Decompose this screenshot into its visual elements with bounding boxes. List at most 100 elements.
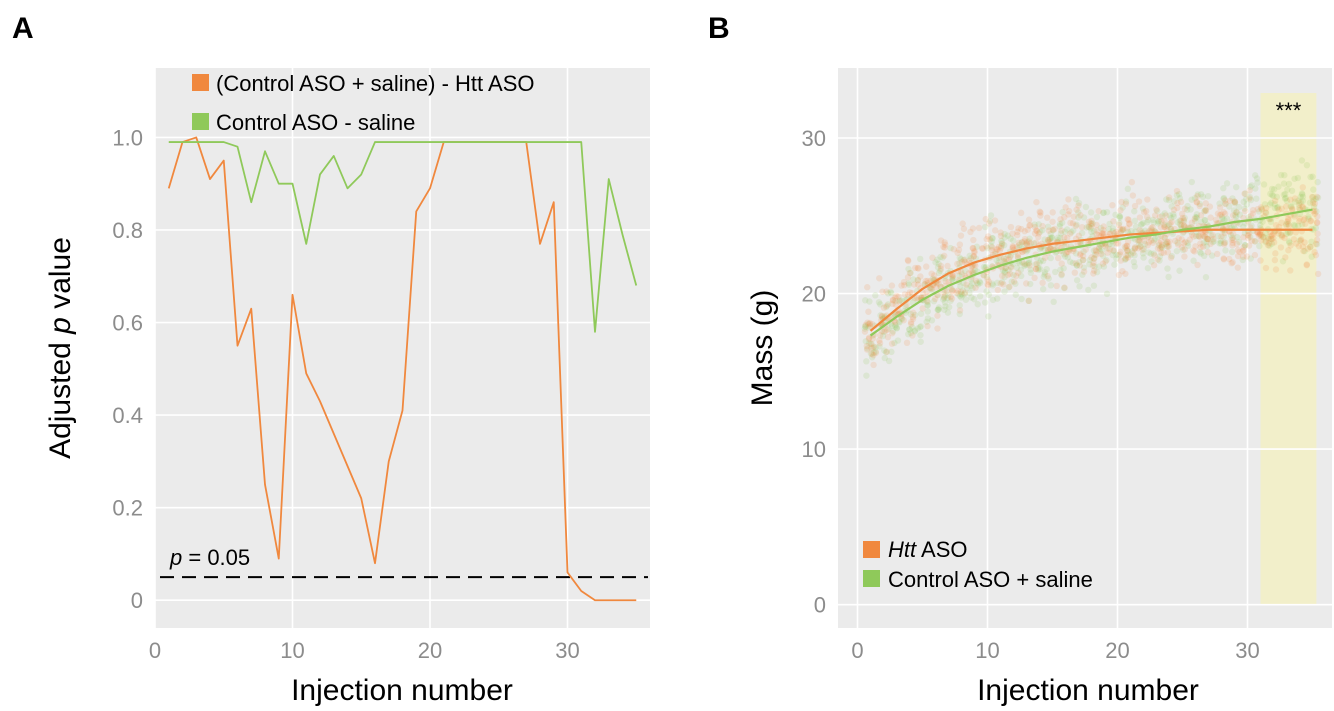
scatter-point-htt: [1240, 247, 1247, 254]
scatter-point-control: [1111, 261, 1118, 268]
scatter-point-control: [1298, 157, 1306, 164]
scatter-point-control: [1023, 261, 1031, 268]
scatter-point-control: [1260, 181, 1268, 188]
scatter-point-control: [960, 279, 967, 287]
scatter-point-htt: [919, 305, 926, 312]
scatter-point-htt: [1287, 242, 1294, 249]
scatter-point-control: [1275, 183, 1282, 190]
scatter-point-htt: [1157, 238, 1165, 245]
scatter-point-htt: [975, 224, 983, 232]
scatter-point-htt: [1164, 249, 1172, 256]
scatter-point-htt: [1177, 217, 1185, 225]
scatter-point-htt: [1044, 272, 1051, 280]
scatter-point-htt: [1079, 252, 1087, 260]
scatter-point-htt: [876, 332, 884, 339]
scatter-point-control: [1230, 207, 1238, 214]
scatter-point-control: [1026, 235, 1033, 242]
scatter-point-control: [908, 324, 916, 331]
legend-htt-italic: Htt: [888, 537, 917, 562]
scatter-point-htt: [1002, 255, 1010, 263]
scatter-point-control: [1090, 255, 1098, 262]
scatter-point-htt: [1214, 250, 1221, 258]
scatter-point-control: [1135, 241, 1143, 248]
scatter-point-htt: [1156, 245, 1164, 252]
scatter-point-htt: [924, 322, 931, 330]
scatter-point-htt: [1140, 237, 1148, 245]
scatter-point-htt: [1230, 236, 1237, 244]
scatter-point-htt: [1106, 230, 1114, 237]
scatter-point-control: [1310, 197, 1317, 204]
scatter-point-control: [935, 306, 942, 313]
scatter-point-htt: [1188, 219, 1196, 226]
scatter-point-htt: [1117, 257, 1125, 264]
scatter-point-htt: [1128, 178, 1136, 186]
scatter-point-control: [1072, 250, 1080, 257]
scatter-point-htt: [1312, 240, 1320, 248]
scatter-point-control: [1121, 256, 1129, 263]
scatter-point-htt: [1240, 244, 1247, 251]
scatter-point-control: [1116, 214, 1124, 221]
scatter-point-control: [1007, 263, 1015, 270]
scatter-point-control: [959, 287, 966, 294]
scatter-point-control: [1295, 201, 1303, 209]
scatter-point-control: [956, 310, 963, 318]
scatter-point-control: [1073, 221, 1080, 228]
scatter-point-control: [1305, 215, 1312, 222]
scatter-point-control: [1201, 233, 1209, 240]
scatter-point-control: [1170, 213, 1177, 220]
scatter-point-control: [1047, 245, 1054, 252]
scatter-point-htt: [1102, 258, 1109, 265]
scatter-point-htt: [1092, 246, 1099, 254]
scatter-point-control: [1016, 260, 1023, 267]
scatter-point-control: [1253, 195, 1260, 202]
scatter-point-control: [884, 301, 892, 308]
scatter-point-control: [998, 237, 1005, 245]
y-tick-label: 0.8: [112, 218, 143, 243]
scatter-point-htt: [1144, 242, 1151, 249]
scatter-point-htt: [867, 340, 874, 347]
scatter-point-htt: [1072, 222, 1080, 230]
scatter-point-htt: [912, 264, 919, 272]
scatter-point-htt: [1113, 240, 1120, 247]
scatter-point-control: [955, 272, 963, 280]
scatter-point-control: [1286, 229, 1293, 237]
scatter-point-control: [1314, 178, 1321, 186]
scatter-point-htt: [1115, 271, 1123, 279]
scatter-point-control: [1088, 228, 1095, 236]
scatter-point-htt: [1119, 226, 1126, 233]
scatter-point-htt: [1302, 220, 1309, 227]
scatter-point-htt: [1161, 234, 1168, 241]
scatter-point-htt: [1251, 238, 1258, 245]
scatter-point-htt: [883, 302, 891, 309]
scatter-point-control: [1201, 217, 1208, 224]
scatter-point-htt: [1265, 239, 1273, 247]
scatter-point-htt: [864, 284, 871, 291]
scatter-point-htt: [1076, 251, 1084, 259]
scatter-point-htt: [1173, 187, 1181, 195]
scatter-point-control: [1048, 234, 1056, 242]
scatter-point-htt: [945, 278, 952, 286]
scatter-point-htt: [985, 282, 992, 289]
scatter-point-htt: [1301, 239, 1308, 246]
scatter-point-control: [939, 254, 946, 261]
scatter-point-control: [1268, 240, 1276, 247]
scatter-point-htt: [1196, 202, 1203, 210]
scatter-point-control: [1160, 221, 1168, 228]
scatter-point-htt: [1210, 235, 1217, 243]
scatter-point-control: [941, 292, 949, 299]
scatter-point-htt: [1136, 226, 1143, 234]
scatter-point-control: [941, 294, 948, 302]
scatter-point-control: [1256, 242, 1263, 250]
scatter-point-control: [986, 218, 994, 225]
scatter-point-htt: [1231, 199, 1239, 206]
annotation-p: p: [169, 545, 182, 570]
scatter-point-control: [923, 318, 930, 325]
scatter-point-htt: [1163, 238, 1171, 246]
scatter-point-control: [1027, 269, 1035, 277]
scatter-point-control: [1266, 201, 1274, 208]
scatter-point-htt: [1093, 227, 1101, 234]
scatter-point-htt: [935, 280, 942, 287]
scatter-point-htt: [954, 249, 961, 257]
scatter-point-htt: [1007, 264, 1015, 271]
scatter-point-htt: [1296, 205, 1303, 212]
